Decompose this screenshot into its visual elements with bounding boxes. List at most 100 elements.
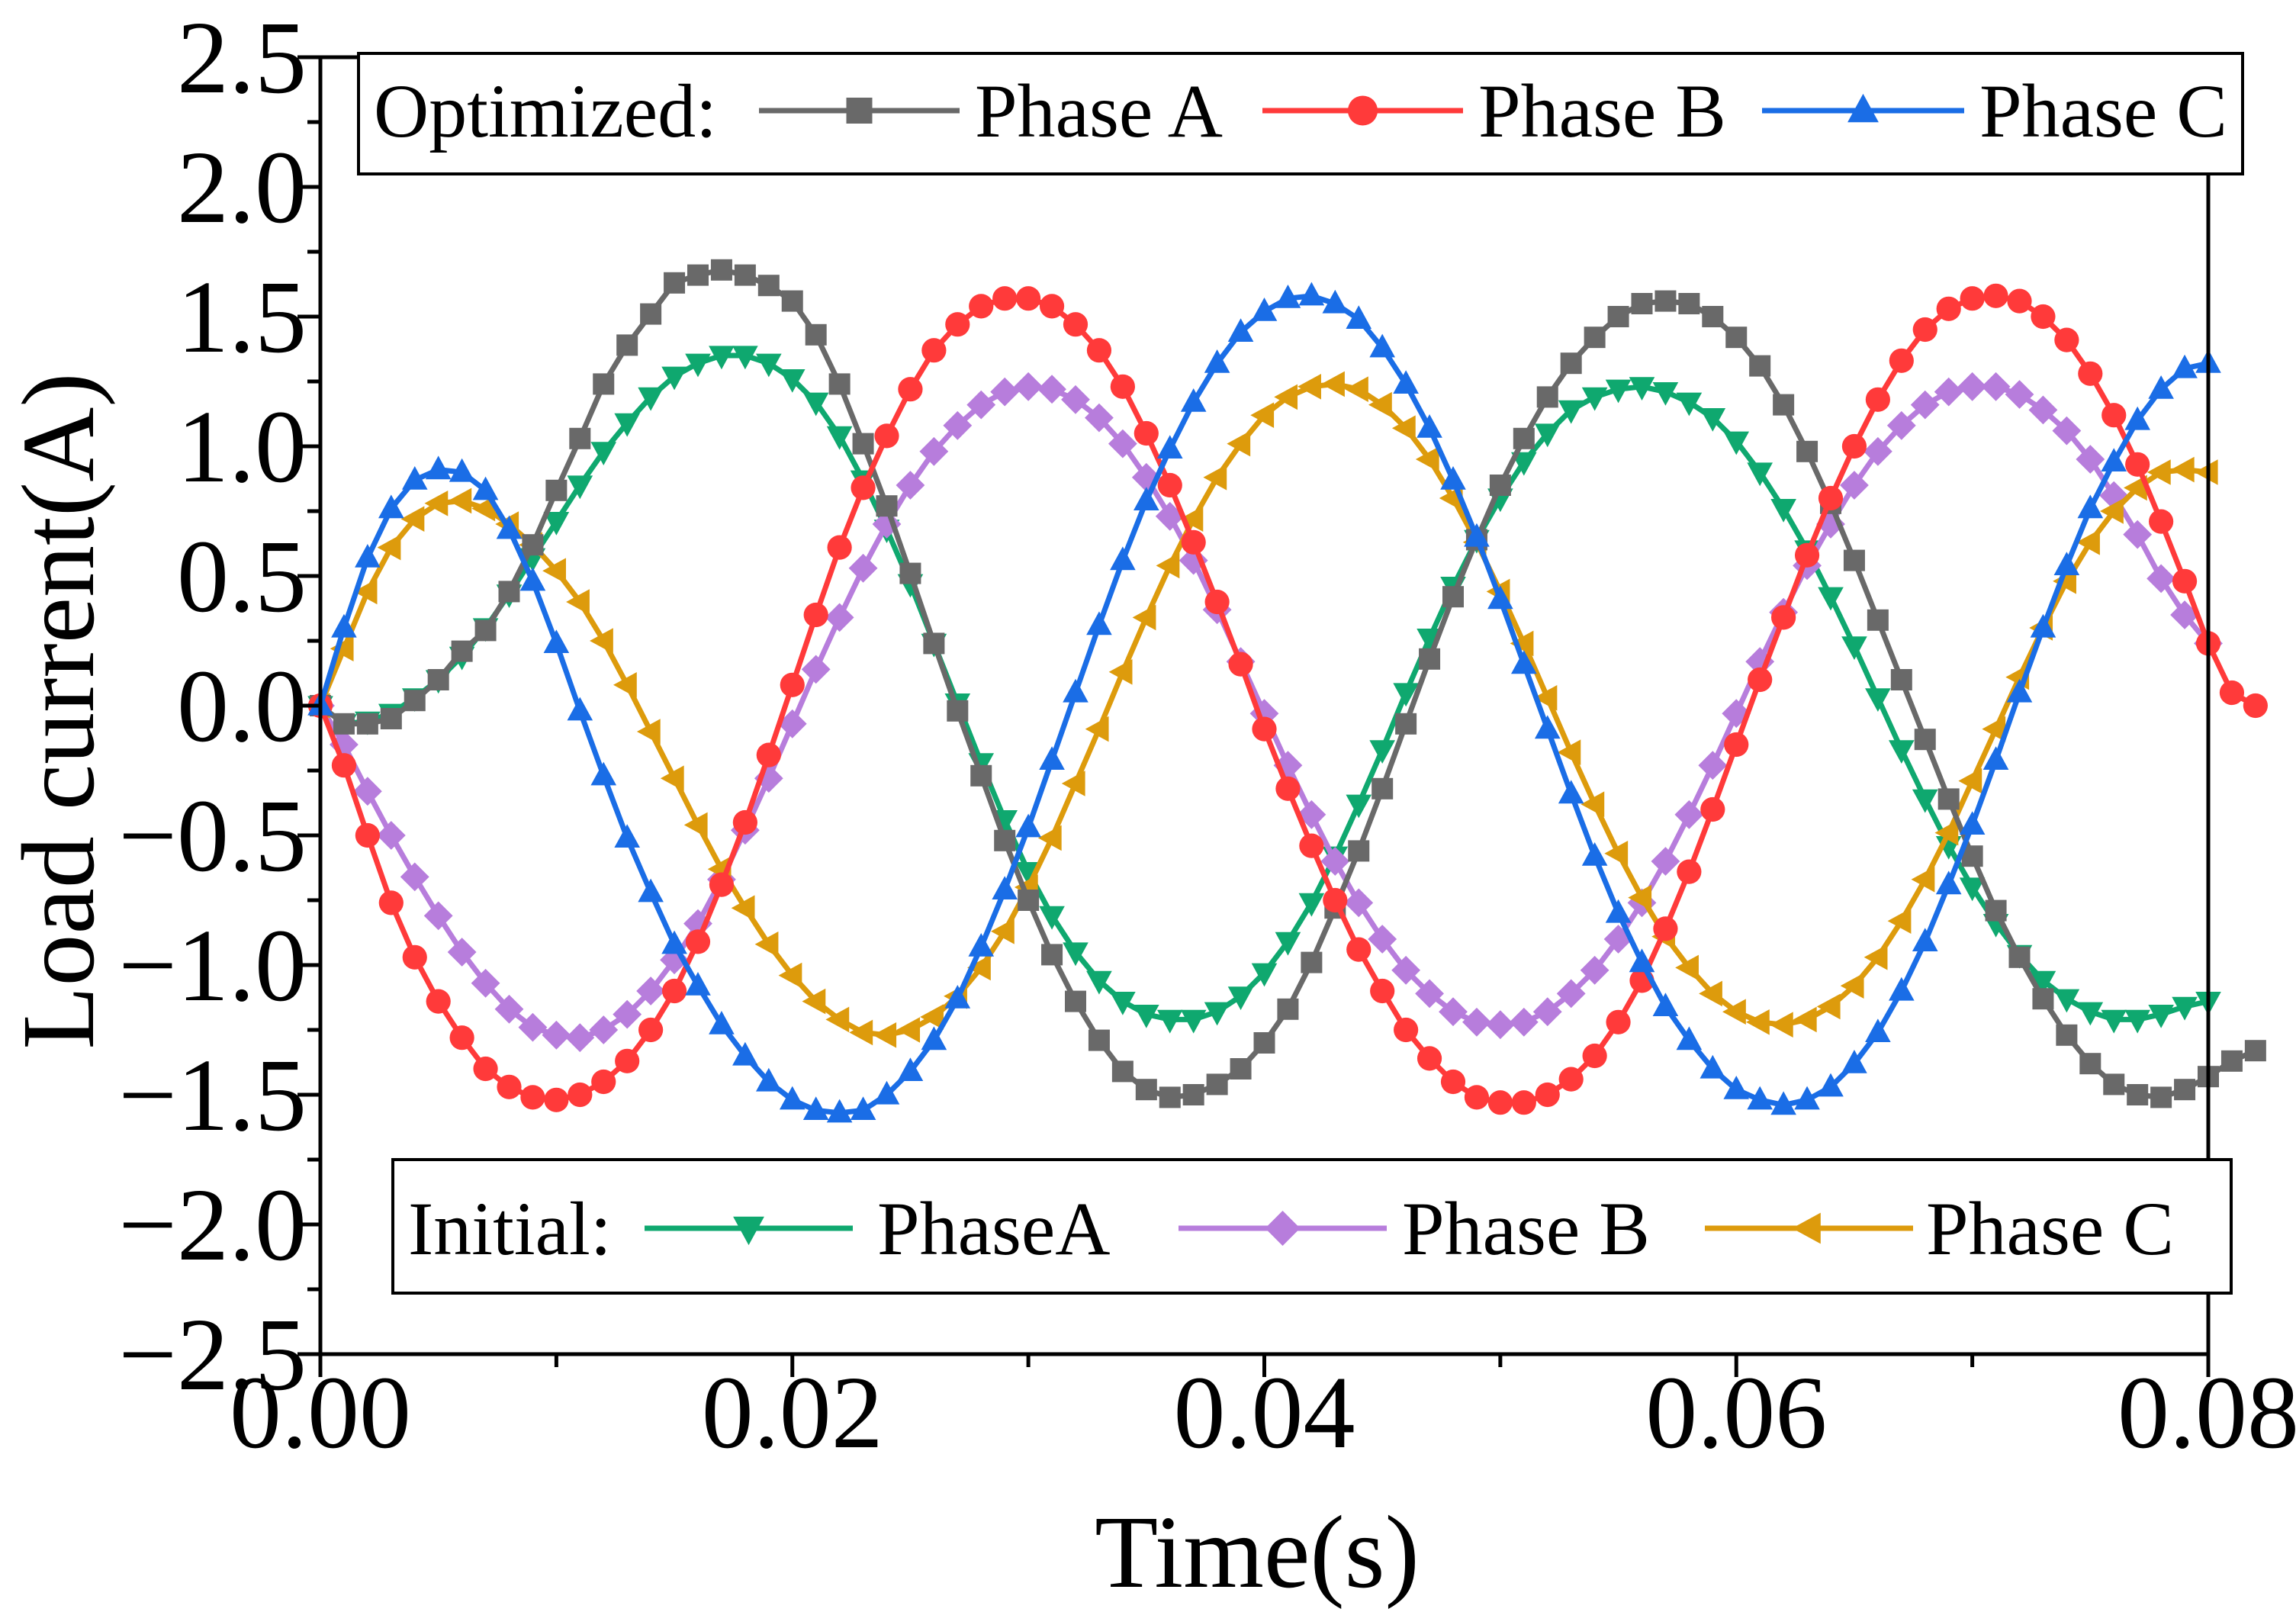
data-point-optimized-phase-a-60 [1725,327,1748,349]
data-point-optimized-phase-c-1 [331,613,357,638]
data-point-initial-phase-b-65 [1840,471,1869,500]
data-point-initial-phase-c-1 [330,635,354,661]
data-point-optimized-phase-c-58 [1676,1026,1703,1051]
data-point-optimized-phase-b-9 [520,1085,545,1110]
data-point-initial-phasea-56 [1629,377,1655,401]
data-point-initial-phase-c-79 [2170,456,2195,483]
data-point-optimized-phase-a-57 [1654,290,1677,312]
data-point-initial-phase-c-24 [873,1022,897,1048]
data-point-initial-phase-c-78 [2146,459,2171,485]
data-point-optimized-phase-c-4 [401,466,428,490]
data-point-optimized-phase-c-64 [1818,1073,1844,1097]
data-point-initial-phase-b-44 [1344,888,1374,918]
data-point-initial-phase-b-28 [966,390,996,420]
x-tick-label: 0.04 [1174,1356,1355,1470]
data-point-optimized-phase-a-21 [805,323,827,346]
y-tick-label: 0.5 [177,520,307,634]
data-point-initial-phasea-15 [661,366,687,391]
data-point-initial-phasea-57 [1652,382,1679,406]
data-point-optimized-phase-c-48 [1440,466,1466,490]
data-point-optimized-phase-a-61 [1749,355,1771,377]
data-point-optimized-phase-a-31 [1041,944,1063,966]
data-point-optimized-phase-c-31 [1039,746,1065,770]
data-point-optimized-phase-b-24 [874,423,899,449]
data-point-initial-phase-b-8 [494,994,524,1024]
data-point-optimized-phase-c-50 [1487,585,1513,610]
legend-marker-phasea [733,1216,764,1246]
data-point-initial-phase-b-23 [848,553,878,583]
data-point-optimized-phase-c-63 [1794,1086,1820,1110]
data-point-initial-phasea-51 [1511,452,1537,476]
data-point-initial-phasea-33 [1086,970,1112,995]
data-point-initial-phasea-55 [1605,379,1632,404]
data-point-optimized-phase-a-48 [1442,586,1464,608]
data-point-initial-phase-c-63 [1793,1006,1817,1033]
data-point-initial-phase-c-34 [1108,659,1133,685]
data-point-optimized-phase-c-61 [1747,1086,1773,1110]
series-optimized-phase-c [307,282,2221,1123]
data-point-optimized-phase-b-54 [1582,1043,1607,1069]
data-point-initial-phase-c-51 [1510,630,1534,657]
data-point-optimized-phase-c-11 [567,697,593,721]
data-point-initial-phasea-44 [1346,794,1372,819]
data-point-optimized-phase-c-56 [1629,948,1655,973]
data-point-initial-phase-c-65 [1840,973,1864,999]
data-point-optimized-phase-a-10 [545,479,568,501]
data-point-optimized-phase-b-72 [2007,288,2032,314]
data-point-optimized-phase-c-52 [1534,715,1561,739]
data-point-optimized-phase-b-67 [1889,348,1914,373]
data-point-initial-phase-c-2 [353,578,378,605]
data-point-optimized-phase-c-57 [1652,993,1679,1016]
data-point-initial-phase-b-58 [1674,800,1704,829]
data-point-optimized-phase-c-6 [449,458,475,482]
data-point-initial-phasea-20 [779,369,806,393]
data-point-initial-phase-b-45 [1368,925,1397,954]
data-point-initial-phase-c-38 [1203,465,1227,491]
data-point-initial-phase-c-13 [613,672,637,698]
data-point-initial-phase-b-2 [352,777,382,806]
data-point-optimized-phase-a-38 [1206,1073,1228,1096]
data-point-optimized-phase-a-11 [569,427,591,449]
legend-title: Initial: [408,1186,612,1271]
data-point-initial-phase-c-68 [1911,867,1935,893]
data-point-optimized-phase-a-6 [451,640,473,662]
data-point-optimized-phase-c-51 [1511,650,1537,674]
data-point-initial-phase-c-14 [636,719,661,745]
data-point-initial-phase-c-42 [1298,374,1321,400]
data-point-optimized-phase-b-12 [591,1069,616,1095]
data-point-initial-phase-c-5 [424,491,449,516]
data-point-optimized-phase-b-43 [1323,887,1348,913]
data-point-optimized-phase-b-29 [992,286,1018,311]
data-point-initial-phase-b-34 [1108,429,1137,459]
data-point-initial-phase-c-40 [1250,402,1275,428]
data-point-optimized-phase-b-59 [1700,796,1725,822]
data-point-initial-phase-b-11 [565,1023,595,1053]
data-point-optimized-phase-c-59 [1699,1054,1726,1079]
data-point-initial-phase-c-67 [1887,908,1912,934]
data-point-optimized-phase-a-79 [2174,1079,2196,1101]
data-point-optimized-phase-c-68 [1912,928,1938,951]
data-point-optimized-phase-a-58 [1678,293,1700,314]
data-point-initial-phase-c-62 [1769,1012,1793,1038]
data-point-optimized-phase-c-19 [756,1067,782,1092]
data-point-initial-phasea-18 [732,346,758,370]
data-point-initial-phasea-77 [2124,1009,2150,1034]
data-point-optimized-phase-c-45 [1369,333,1395,358]
x-tick-label: 0.08 [2118,1356,2296,1470]
data-point-optimized-phase-c-29 [992,876,1018,899]
data-point-initial-phase-b-31 [1037,375,1066,404]
data-point-initial-phase-b-48 [1439,997,1468,1027]
data-point-optimized-phase-b-38 [1204,589,1230,615]
data-point-optimized-phase-c-71 [1982,746,2009,770]
data-point-initial-phasea-78 [2148,1005,2174,1028]
data-point-initial-phase-b-67 [1886,410,1916,440]
data-point-initial-phase-c-59 [1699,980,1722,1007]
data-point-initial-phasea-62 [1770,499,1796,523]
data-point-initial-phasea-11 [567,475,593,500]
data-point-initial-phase-c-18 [731,895,755,921]
data-point-optimized-phase-c-25 [897,1057,924,1081]
data-point-initial-phasea-10 [543,512,570,536]
data-point-optimized-phase-c-74 [2053,552,2080,575]
data-point-optimized-phase-a-39 [1230,1058,1252,1079]
data-point-optimized-phase-b-28 [969,294,994,319]
